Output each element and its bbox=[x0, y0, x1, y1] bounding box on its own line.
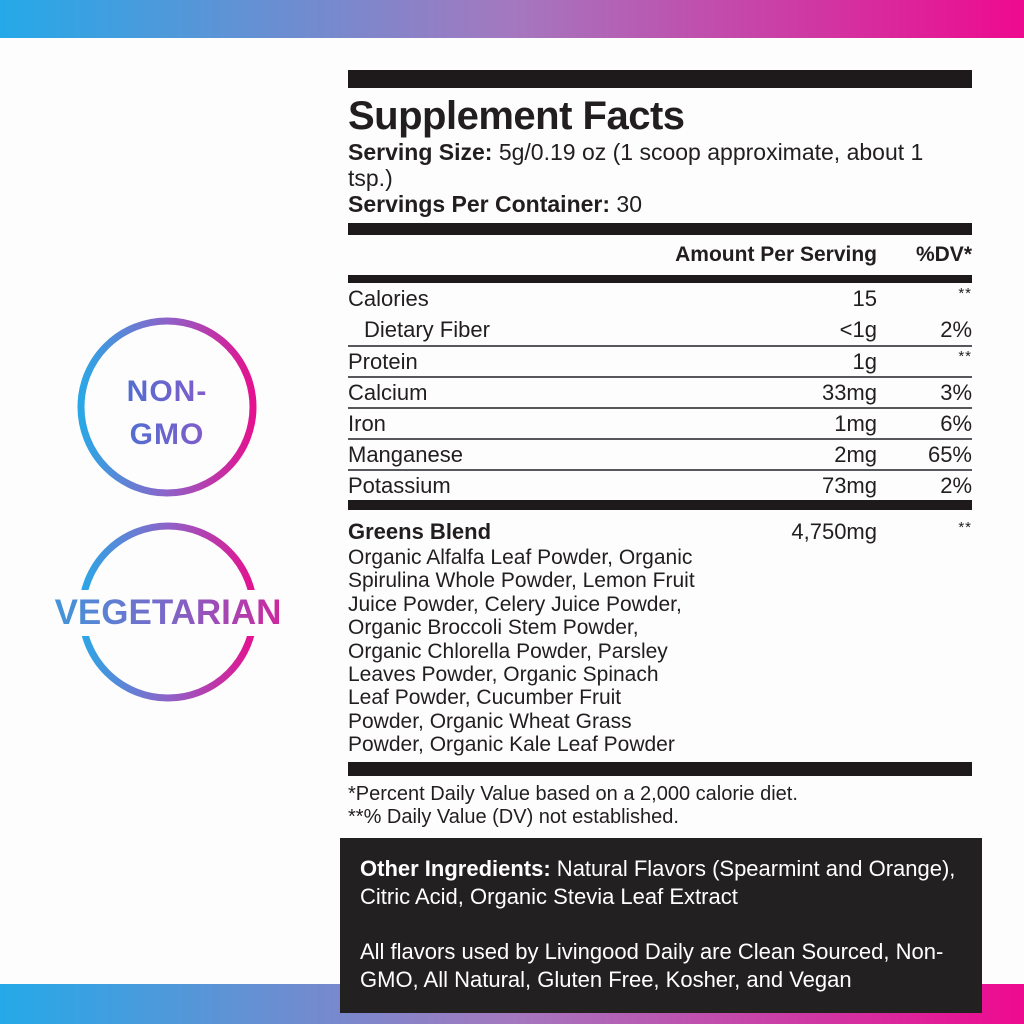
nutrient-row-calories: Calories 15 ** bbox=[348, 283, 972, 314]
nutrient-row-manganese: Manganese 2mg 65% bbox=[348, 438, 972, 469]
nutrient-row-potassium: Potassium 73mg 2% bbox=[348, 469, 972, 500]
divider-bar-thick bbox=[348, 223, 972, 235]
nutrient-amount: 1g bbox=[852, 348, 877, 374]
nutrient-dv: 2% bbox=[940, 472, 972, 498]
nutrient-row-dietary-fiber: Dietary Fiber <1g 2% bbox=[348, 314, 972, 345]
nutrient-amount: 33mg bbox=[821, 379, 877, 405]
paragraph-spacer bbox=[360, 912, 962, 938]
divider-bar-header bbox=[348, 275, 972, 283]
non-gmo-label-line1: NON- bbox=[126, 375, 208, 408]
nutrient-dv: 6% bbox=[940, 410, 972, 436]
ingredient-line: Spirulina Whole Powder, Lemon Fruit bbox=[348, 569, 695, 593]
ingredient-line: Leaf Powder, Cucumber Fruit bbox=[348, 686, 622, 710]
serving-size-label: Serving Size: bbox=[348, 139, 493, 165]
non-gmo-label: NON- GMO bbox=[72, 370, 262, 456]
nutrient-row-calcium: Calcium 33mg 3% bbox=[348, 376, 972, 407]
nutrient-amount: 1mg bbox=[834, 410, 877, 436]
ingredient-line: Organic Broccoli Stem Powder, bbox=[348, 616, 639, 640]
other-ingredients-paragraph: Other Ingredients: Natural Flavors (Spea… bbox=[360, 855, 962, 912]
nutrient-name: Iron bbox=[348, 410, 386, 436]
vegetarian-label: VEGETARIAN bbox=[18, 593, 318, 633]
servings-per-container-line: Servings Per Container: 30 bbox=[348, 191, 972, 217]
nutrient-name: Protein bbox=[348, 348, 418, 374]
nutrient-amount: 2mg bbox=[834, 441, 877, 467]
nutrient-amount: 15 bbox=[852, 285, 877, 311]
divider-bar-blend bbox=[348, 500, 972, 510]
nutrient-dv: ** bbox=[958, 285, 972, 302]
divider-bar-footnotes bbox=[348, 761, 972, 776]
servings-label: Servings Per Container: bbox=[348, 191, 611, 217]
blend-dv: ** bbox=[958, 518, 972, 536]
nutrient-name: Calories bbox=[348, 285, 429, 311]
ingredient-line: Powder, Organic Kale Leaf Powder bbox=[348, 733, 675, 757]
nutrient-name: Manganese bbox=[348, 441, 463, 467]
footnotes: *Percent Daily Value based on a 2,000 ca… bbox=[348, 783, 972, 829]
footnote-dv-not-established: **% Daily Value (DV) not established. bbox=[348, 805, 679, 828]
greens-blend-ingredients: Organic Alfalfa Leaf Powder, Organic Spi… bbox=[348, 546, 972, 757]
top-gradient-bar bbox=[0, 0, 1024, 38]
vegetarian-ring-break bbox=[28, 590, 308, 636]
greens-blend-row: Greens Blend 4,750mg ** bbox=[348, 510, 972, 545]
ingredient-line: Leaves Powder, Organic Spinach bbox=[348, 663, 659, 687]
footnote-daily-value: *Percent Daily Value based on a 2,000 ca… bbox=[348, 782, 798, 805]
panel-top-bar bbox=[348, 70, 972, 88]
other-ingredients-box: Other Ingredients: Natural Flavors (Spea… bbox=[340, 837, 982, 1013]
blend-name: Greens Blend bbox=[348, 519, 492, 544]
vegetarian-badge: VEGETARIAN bbox=[28, 517, 308, 707]
nutrient-name: Dietary Fiber bbox=[364, 316, 490, 342]
panel-title: Supplement Facts bbox=[348, 94, 685, 138]
flavors-paragraph: All flavors used by Livingood Daily are … bbox=[360, 938, 944, 993]
nutrient-dv: 3% bbox=[940, 379, 972, 405]
nutrient-amount: <1g bbox=[839, 316, 877, 342]
serving-size-line: Serving Size: 5g/0.19 oz (1 scoop approx… bbox=[348, 139, 972, 191]
nutrient-name: Calcium bbox=[348, 379, 428, 405]
ingredient-line: Juice Powder, Celery Juice Powder, bbox=[348, 592, 682, 616]
nutrient-dv: 2% bbox=[940, 316, 972, 342]
servings-value: 30 bbox=[610, 191, 643, 217]
non-gmo-badge: NON- GMO bbox=[72, 312, 262, 502]
blend-amount: 4,750mg bbox=[791, 519, 877, 544]
ingredient-line: Organic Chlorella Powder, Parsley bbox=[348, 639, 668, 663]
column-header-amount: Amount Per Serving bbox=[675, 243, 877, 266]
supplement-facts-panel: Supplement Facts Serving Size: 5g/0.19 o… bbox=[340, 70, 982, 1013]
nutrient-amount: 73mg bbox=[821, 472, 877, 498]
nutrient-dv: 65% bbox=[927, 441, 972, 467]
ingredient-line: Powder, Organic Wheat Grass bbox=[348, 709, 632, 733]
other-ingredients-text: Natural Flavors (Spearmint and Orange), … bbox=[360, 855, 956, 910]
nutrient-dv: ** bbox=[958, 348, 972, 365]
non-gmo-label-line2: GMO bbox=[129, 418, 205, 451]
non-gmo-ring-icon bbox=[77, 317, 257, 497]
column-header-row: Amount Per Serving %DV* bbox=[348, 235, 972, 275]
serving-size-value: 5g/0.19 oz (1 scoop approximate, about 1… bbox=[348, 139, 924, 191]
nutrient-row-protein: Protein 1g ** bbox=[348, 345, 972, 376]
nutrient-name: Potassium bbox=[348, 472, 451, 498]
nutrient-row-iron: Iron 1mg 6% bbox=[348, 407, 972, 438]
ingredient-line: Organic Alfalfa Leaf Powder, Organic bbox=[348, 546, 693, 569]
other-ingredients-label: Other Ingredients: bbox=[360, 855, 551, 881]
column-header-dv: %DV* bbox=[915, 243, 972, 266]
